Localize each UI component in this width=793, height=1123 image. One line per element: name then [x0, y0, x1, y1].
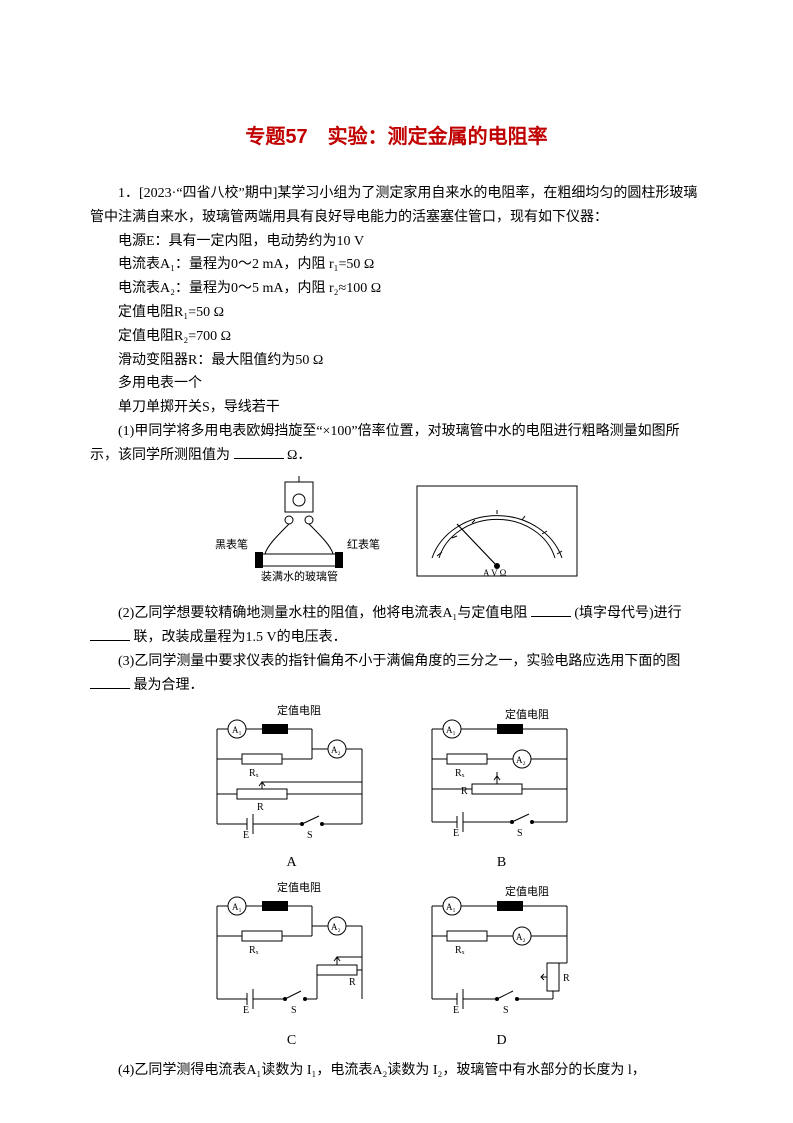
label-tube: 装满水的玻璃管 — [261, 569, 338, 583]
svg-text:A₁: A₁ — [232, 725, 242, 735]
svg-text:Rₓ: Rₓ — [249, 945, 259, 956]
label-left-pen: 黑表笔 — [215, 537, 248, 551]
label-right-pen: 红表笔 — [347, 537, 380, 551]
svg-text:E: E — [453, 828, 459, 839]
part3-text-a: (3)乙同学测量中要求仪表的指针偏角不小于满偏角度的三分之一，实验电路应选用下面… — [118, 654, 680, 669]
part3-text-b: 最为合理． — [134, 678, 204, 693]
label-a: A — [207, 851, 377, 875]
label-c: C — [207, 1029, 377, 1053]
svg-text:A₂: A₂ — [331, 922, 341, 932]
part1-text-a: (1)甲同学将多用电表欧姆挡旋至“×100”倍率位置，对玻璃管中水的电阻进行粗略… — [90, 424, 680, 463]
svg-text:Rₓ: Rₓ — [455, 945, 465, 956]
circuit-a: 定值电阻 A₁ A₂ Rₓ — [207, 704, 377, 876]
instrument-r1: 定值电阻R₁=50 Ω — [90, 301, 703, 325]
svg-text:A₁: A₁ — [232, 902, 242, 912]
instrument-source: 电源E：具有一定内阻，电动势约为10 V — [90, 230, 703, 254]
part1: (1)甲同学将多用电表欧姆挡旋至“×100”倍率位置，对玻璃管中水的电阻进行粗略… — [90, 420, 703, 468]
svg-text:S: S — [503, 1005, 509, 1016]
blank-2a — [531, 602, 571, 617]
circuit-b: 定值电阻 A₁ Rₓ A₂ — [417, 704, 587, 876]
blank-3 — [90, 674, 130, 689]
q1-header: 1．[2023·“四省八校”期中]某学习小组为了测定家用自来水的电阻率，在粗细均… — [90, 182, 703, 230]
svg-text:S: S — [307, 830, 313, 839]
svg-text:A₂: A₂ — [516, 755, 526, 765]
instrument-slide: 滑动变阻器R：最大阻值约为50 Ω — [90, 349, 703, 373]
figure-multimeter: 黑表笔 红表笔 装满水的玻璃管 A V Ω — [90, 476, 703, 595]
circuit-row-cd: 定值电阻 A₁ A₂ Rₓ — [90, 881, 703, 1053]
svg-text:A₁: A₁ — [446, 902, 456, 912]
instrument-switch: 单刀单掷开关S，导线若干 — [90, 396, 703, 420]
part2-text-a: (2)乙同学想要较精确地测量水柱的阻值，他将电流表A₁与定值电阻 — [118, 606, 527, 621]
part2-text-c: 联，改装成量程为1.5 V的电压表． — [134, 630, 347, 645]
part2-text-b: (填字母代号)进行 — [574, 606, 681, 621]
svg-text:S: S — [291, 1005, 297, 1016]
svg-text:A₂: A₂ — [516, 932, 526, 942]
svg-text:定值电阻: 定值电阻 — [277, 704, 321, 717]
svg-text:S: S — [517, 828, 523, 839]
svg-text:E: E — [243, 830, 249, 839]
blank-1 — [234, 444, 284, 459]
label-d: D — [417, 1029, 587, 1053]
part2: (2)乙同学想要较精确地测量水柱的阻值，他将电流表A₁与定值电阻 (填字母代号)… — [90, 602, 703, 650]
label-b: B — [417, 851, 587, 875]
blank-2b — [90, 626, 130, 641]
svg-text:A₁: A₁ — [446, 725, 456, 735]
svg-text:R: R — [461, 786, 468, 797]
part4: (4)乙同学测得电流表A₁读数为 I₁，电流表A₂读数为 I₂，玻璃管中有水部分… — [90, 1059, 703, 1083]
instrument-amm2: 电流表A₂：量程为0～5 mA，内阻 r₂≈100 Ω — [90, 277, 703, 301]
instrument-multi: 多用电表一个 — [90, 372, 703, 396]
instrument-r2: 定值电阻R₂=700 Ω — [90, 325, 703, 349]
page-title: 专题57 实验：测定金属的电阻率 — [90, 120, 703, 154]
svg-text:R: R — [257, 802, 264, 813]
svg-text:定值电阻: 定值电阻 — [505, 884, 549, 898]
svg-text:A V Ω: A V Ω — [483, 568, 507, 578]
svg-text:Rₓ: Rₓ — [249, 768, 259, 779]
svg-text:Rₓ: Rₓ — [455, 768, 465, 779]
svg-text:R: R — [349, 977, 356, 988]
svg-text:A₂: A₂ — [331, 745, 341, 755]
circuit-d: 定值电阻 A₁ Rₓ A₂ R — [417, 881, 587, 1053]
svg-text:定值电阻: 定值电阻 — [505, 707, 549, 721]
svg-text:E: E — [453, 1005, 459, 1016]
svg-text:定值电阻: 定值电阻 — [277, 881, 321, 894]
svg-text:R: R — [563, 973, 570, 984]
svg-text:E: E — [243, 1005, 249, 1016]
part3: (3)乙同学测量中要求仪表的指针偏角不小于满偏角度的三分之一，实验电路应选用下面… — [90, 650, 703, 698]
instrument-amm1: 电流表A₁：量程为0～2 mA，内阻 r₁=50 Ω — [90, 253, 703, 277]
circuit-row-ab: 定值电阻 A₁ A₂ Rₓ — [90, 704, 703, 876]
part1-text-b: Ω． — [287, 448, 311, 463]
circuit-c: 定值电阻 A₁ A₂ Rₓ — [207, 881, 377, 1053]
